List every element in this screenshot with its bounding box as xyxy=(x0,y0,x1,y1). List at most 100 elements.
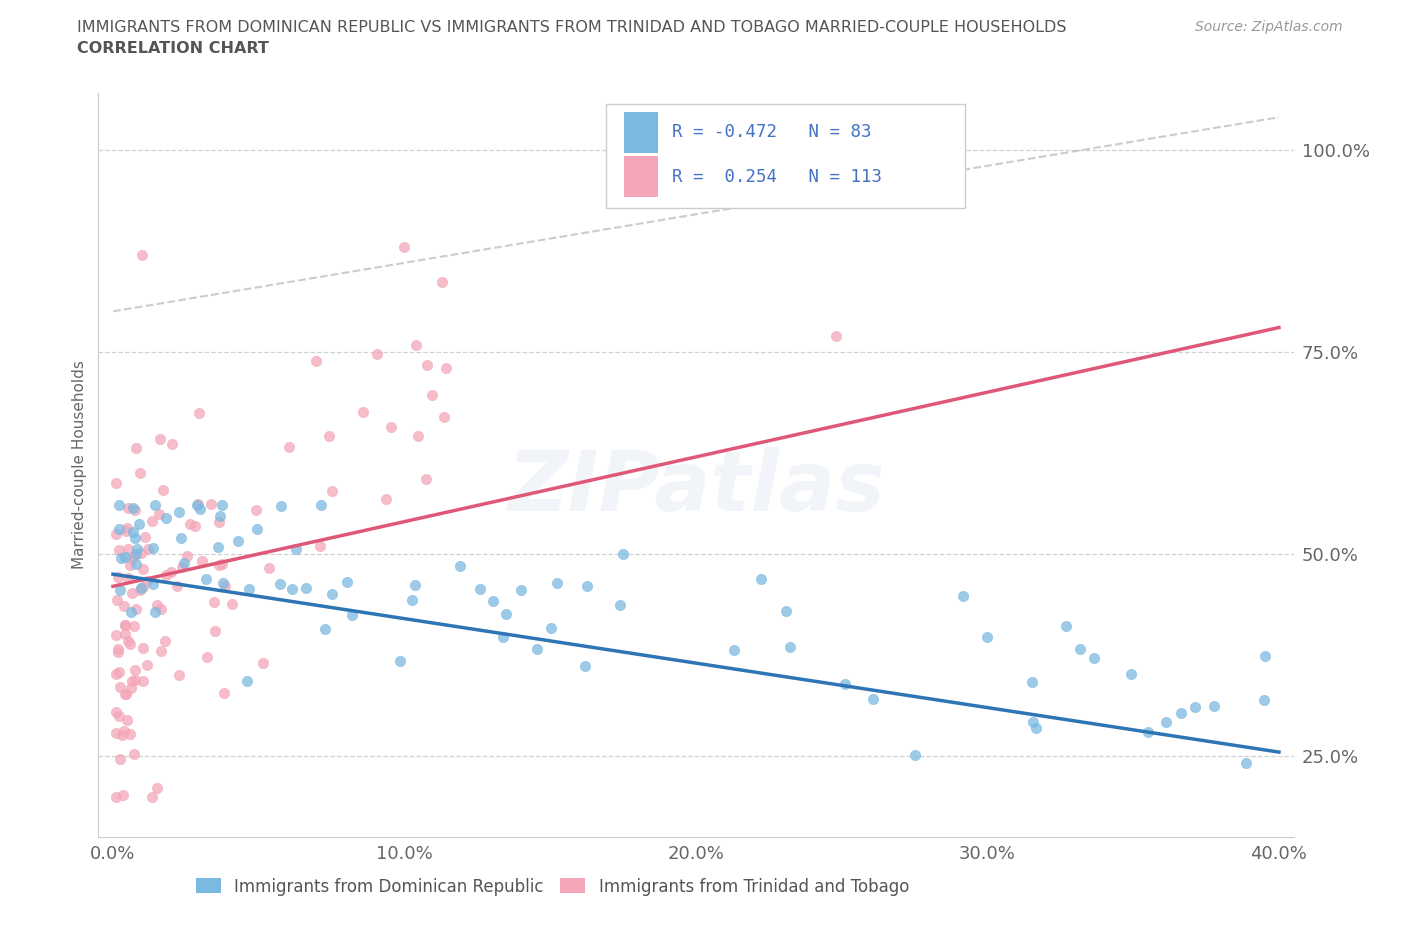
Point xyxy=(321,484,343,498)
Point xyxy=(145,597,167,612)
Point xyxy=(136,541,159,556)
Point xyxy=(145,781,167,796)
Point xyxy=(212,576,235,591)
Point xyxy=(540,620,562,635)
Point xyxy=(134,530,156,545)
Point xyxy=(104,475,127,490)
Point xyxy=(129,465,152,480)
Point xyxy=(108,542,131,557)
Point xyxy=(124,502,146,517)
Point xyxy=(104,725,127,740)
Point xyxy=(314,622,336,637)
Point xyxy=(131,247,153,262)
Text: Source: ZipAtlas.com: Source: ZipAtlas.com xyxy=(1195,20,1343,34)
Point xyxy=(209,508,232,523)
Point xyxy=(110,550,132,565)
Point xyxy=(117,571,139,586)
Point xyxy=(976,630,998,644)
Point xyxy=(112,788,135,803)
Point xyxy=(118,636,141,651)
Point xyxy=(117,633,139,648)
Point xyxy=(1021,675,1043,690)
Point xyxy=(825,328,848,343)
Point xyxy=(125,547,148,562)
FancyBboxPatch shape xyxy=(606,104,965,208)
Point xyxy=(609,597,631,612)
Point xyxy=(112,598,135,613)
Point xyxy=(1254,649,1277,664)
Point xyxy=(576,578,599,593)
Text: CORRELATION CHART: CORRELATION CHART xyxy=(77,41,269,56)
Point xyxy=(141,513,163,528)
Point xyxy=(114,550,136,565)
Point xyxy=(121,525,143,539)
Point xyxy=(120,726,142,741)
Point xyxy=(492,630,515,644)
Point xyxy=(200,496,222,511)
Point xyxy=(212,685,235,700)
Point xyxy=(107,644,129,659)
Point xyxy=(433,410,456,425)
Point xyxy=(195,650,218,665)
Point xyxy=(434,361,457,376)
Point xyxy=(128,582,150,597)
Point xyxy=(167,668,190,683)
Point xyxy=(380,419,402,434)
Point xyxy=(153,634,176,649)
Point xyxy=(142,577,165,591)
Point xyxy=(236,673,259,688)
Point xyxy=(284,542,307,557)
Point xyxy=(114,618,136,632)
Point xyxy=(1025,720,1047,735)
Point xyxy=(257,561,280,576)
Point xyxy=(482,593,505,608)
Point xyxy=(124,531,146,546)
Point xyxy=(211,556,233,571)
Point xyxy=(775,604,797,618)
Text: IMMIGRANTS FROM DOMINICAN REPUBLIC VS IMMIGRANTS FROM TRINIDAD AND TOBAGO MARRIE: IMMIGRANTS FROM DOMINICAN REPUBLIC VS IM… xyxy=(77,20,1067,35)
Point xyxy=(415,472,437,486)
Point xyxy=(121,501,143,516)
Point xyxy=(112,724,135,738)
Point xyxy=(1054,619,1077,634)
Point xyxy=(416,357,439,372)
Point xyxy=(176,548,198,563)
Point xyxy=(152,483,174,498)
Point xyxy=(142,540,165,555)
Point xyxy=(574,658,596,673)
Point xyxy=(149,602,172,617)
Point xyxy=(179,516,201,531)
Point xyxy=(405,338,427,352)
Point xyxy=(135,573,157,588)
Point xyxy=(723,643,745,658)
Point xyxy=(1170,706,1192,721)
Point xyxy=(149,432,172,446)
Point xyxy=(226,534,249,549)
Point xyxy=(510,582,533,597)
Point xyxy=(120,604,142,619)
Point xyxy=(269,577,291,591)
Point xyxy=(305,353,328,368)
Point xyxy=(114,627,136,642)
Point xyxy=(862,692,884,707)
Point xyxy=(125,602,148,617)
Point xyxy=(1202,698,1225,713)
Point xyxy=(124,619,146,634)
Point xyxy=(132,674,155,689)
Point xyxy=(366,347,388,362)
Bar xyxy=(624,156,658,197)
Point xyxy=(208,558,231,573)
Point xyxy=(110,751,132,766)
Point xyxy=(375,491,398,506)
Point xyxy=(128,517,150,532)
Point xyxy=(115,686,138,701)
Point xyxy=(352,405,374,419)
Point xyxy=(281,581,304,596)
Point xyxy=(245,522,267,537)
Point xyxy=(422,388,444,403)
Point xyxy=(170,559,193,574)
Point xyxy=(143,604,166,619)
Point xyxy=(406,429,429,444)
Point xyxy=(121,673,143,688)
Point xyxy=(122,549,145,564)
